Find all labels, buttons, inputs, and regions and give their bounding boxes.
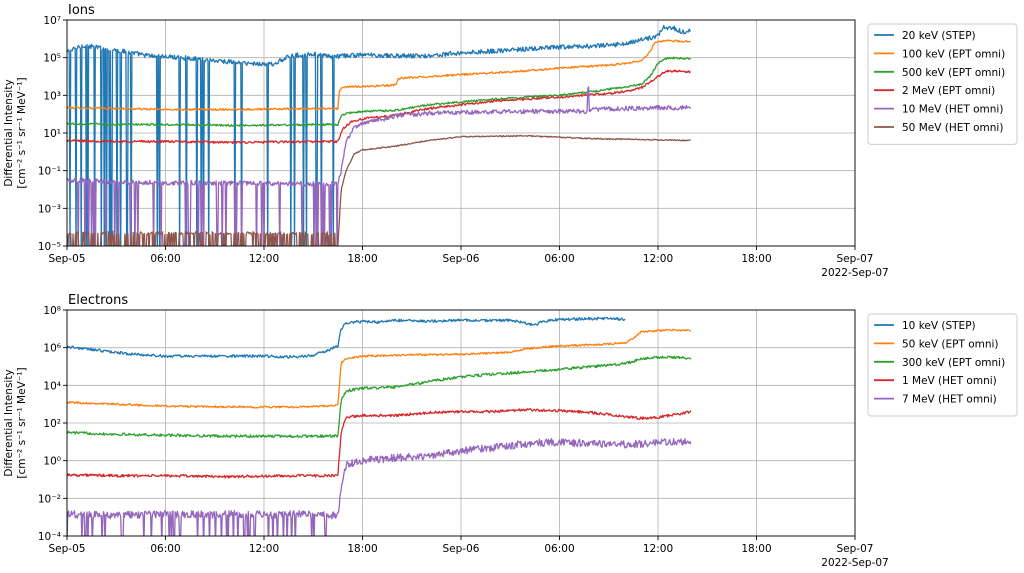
x-tick-label: Sep-06 xyxy=(443,253,480,265)
legend-label: 50 MeV (HET omni) xyxy=(902,122,1003,134)
x-tick-label: 06:00 xyxy=(544,543,574,555)
legend-label: 100 keV (EPT omni) xyxy=(902,48,1005,60)
x-tick-label: 12:00 xyxy=(643,543,673,555)
series-line xyxy=(67,328,692,409)
series-line xyxy=(67,24,692,246)
legend-label: 10 MeV (HET omni) xyxy=(902,104,1003,116)
x-tick-label: 06:00 xyxy=(150,253,180,265)
y-tick-label: 10⁵ xyxy=(43,53,61,65)
x-tick-label: 18:00 xyxy=(347,253,377,265)
y-axis-units: [cm⁻² s⁻¹ sr⁻¹ MeV⁻¹] xyxy=(16,77,28,188)
series-line xyxy=(67,69,692,145)
x-tick-label: Sep-05 xyxy=(49,543,86,555)
y-tick-label: 10⁻³ xyxy=(38,203,61,215)
legend-label: 50 keV (EPT omni) xyxy=(902,338,999,350)
x-tick-label: 12:00 xyxy=(249,253,279,265)
x-tick-label: Sep-05 xyxy=(49,253,86,265)
y-axis-units: [cm⁻² s⁻¹ sr⁻¹ MeV⁻¹] xyxy=(16,367,28,478)
series-line xyxy=(67,408,692,479)
legend-label: 10 keV (STEP) xyxy=(902,320,976,332)
y-tick-label: 10⁻⁵ xyxy=(38,241,61,253)
legend: 10 keV (STEP) 50 keV (EPT omni) 300 keV (E… xyxy=(867,313,1018,417)
x-offset-label: 2022-Sep-07 xyxy=(821,267,888,279)
legend-label: 500 keV (EPT omni) xyxy=(902,67,1005,79)
x-tick-label: 18:00 xyxy=(741,253,771,265)
legend-label: 2 MeV (EPT omni) xyxy=(902,85,995,97)
y-axis-label: Differential Intensity xyxy=(3,369,15,476)
legend-label: 7 MeV (HET omni) xyxy=(902,394,997,406)
legend-box xyxy=(867,313,1018,417)
y-tick-label: 10³ xyxy=(43,90,61,102)
y-tick-label: 10⁰ xyxy=(43,456,61,468)
series-line xyxy=(337,134,691,246)
x-tick-label: 06:00 xyxy=(150,543,180,555)
x-tick-label: 18:00 xyxy=(347,543,377,555)
y-tick-label: 10⁻⁴ xyxy=(38,531,61,543)
legend-label: 20 keV (STEP) xyxy=(902,30,976,42)
series-line xyxy=(67,39,691,112)
y-tick-label: 10⁸ xyxy=(43,305,61,317)
legend: 20 keV (STEP) 100 keV (EPT omni) 500 keV (… xyxy=(867,23,1018,145)
panel-title: Electrons xyxy=(68,293,128,308)
x-tick-label: Sep-07 xyxy=(837,543,874,555)
legend-label: 300 keV (EPT omni) xyxy=(902,357,1005,369)
y-tick-label: 10⁻¹ xyxy=(38,166,61,178)
panel-electrons: Sep-05 06:00 12:00 18:00 Sep-06 06:00 12:00 18:… xyxy=(3,293,1018,569)
series-line xyxy=(67,355,692,439)
y-axis-label: Differential Intensity xyxy=(3,79,15,186)
y-tick-label: 10¹ xyxy=(43,128,61,140)
series-group xyxy=(67,316,692,536)
panel-title: Ions xyxy=(68,3,95,18)
series-line xyxy=(67,86,692,246)
y-tick-label: 10⁶ xyxy=(43,343,61,355)
series-group xyxy=(67,24,692,246)
x-tick-label: 12:00 xyxy=(643,253,673,265)
y-tick-label: 10² xyxy=(43,418,61,430)
x-offset-label: 2022-Sep-07 xyxy=(821,557,888,569)
x-tick-label: 06:00 xyxy=(544,253,574,265)
y-tick-label: 10⁴ xyxy=(43,380,61,392)
x-tick-label: Sep-07 xyxy=(837,253,874,265)
y-tick-label: 10⁻² xyxy=(38,493,61,505)
x-tick-label: Sep-06 xyxy=(443,543,480,555)
legend-box xyxy=(867,23,1018,145)
legend-label: 1 MeV (HET omni) xyxy=(902,375,997,387)
series-line xyxy=(67,316,626,359)
series-line xyxy=(67,437,692,536)
y-tick-label: 10⁷ xyxy=(43,15,61,27)
series-line xyxy=(67,56,691,128)
panel-ions: Sep-05 06:00 12:00 18:00 Sep-06 06:00 12:00 18:… xyxy=(3,3,1018,279)
series-line-pre xyxy=(67,229,339,246)
x-tick-label: 18:00 xyxy=(741,543,771,555)
x-tick-label: 12:00 xyxy=(249,543,279,555)
